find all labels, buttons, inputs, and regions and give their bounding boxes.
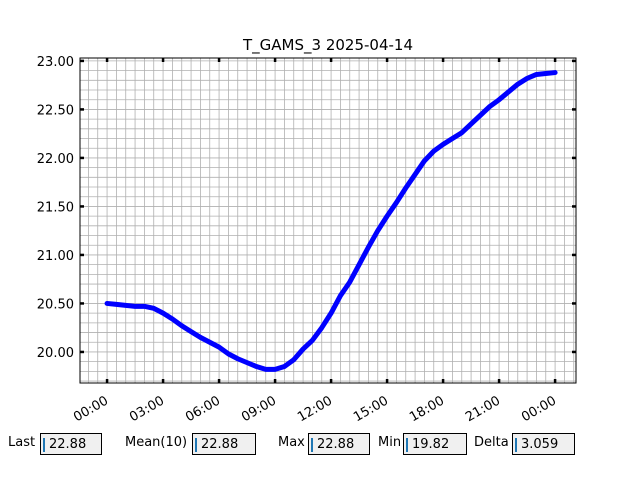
- x-tick-label: 12:00: [295, 393, 335, 425]
- stat-label: Max: [278, 435, 305, 450]
- x-tick-label: 06:00: [183, 393, 223, 425]
- y-tick-label: 20.00: [37, 346, 74, 361]
- x-tick-label: 00:00: [71, 393, 111, 425]
- stat-label: Mean(10): [125, 435, 188, 450]
- stat-textbox[interactable]: 3.059: [512, 433, 575, 455]
- y-tick-label: 22.50: [37, 103, 74, 118]
- x-tick-label: 21:00: [463, 393, 503, 425]
- x-tick-label: 09:00: [239, 393, 279, 425]
- y-tick-label: 21.00: [37, 249, 74, 264]
- stat-label: Min: [378, 435, 402, 450]
- y-tick-label: 22.00: [37, 152, 74, 167]
- x-tick-label: 15:00: [351, 393, 391, 425]
- plot-frame: [79, 57, 577, 384]
- stat-textbox[interactable]: 22.88: [40, 433, 102, 455]
- stat-label: Last: [8, 435, 36, 450]
- stat-textbox[interactable]: 22.88: [192, 433, 256, 455]
- x-tick-label: 03:00: [127, 393, 167, 425]
- x-tick-label: 00:00: [519, 393, 559, 425]
- y-tick-label: 21.50: [37, 200, 74, 215]
- chart-title: T_GAMS_3 2025-04-14: [242, 36, 413, 55]
- stat-label: Delta: [474, 435, 509, 450]
- y-tick-label: 23.00: [37, 55, 74, 70]
- stat-textbox[interactable]: 19.82: [403, 433, 467, 455]
- x-tick-label: 18:00: [407, 393, 447, 425]
- stat-textbox[interactable]: 22.88: [308, 433, 370, 455]
- data-line: [104, 70, 558, 372]
- y-tick-label: 20.50: [37, 297, 74, 312]
